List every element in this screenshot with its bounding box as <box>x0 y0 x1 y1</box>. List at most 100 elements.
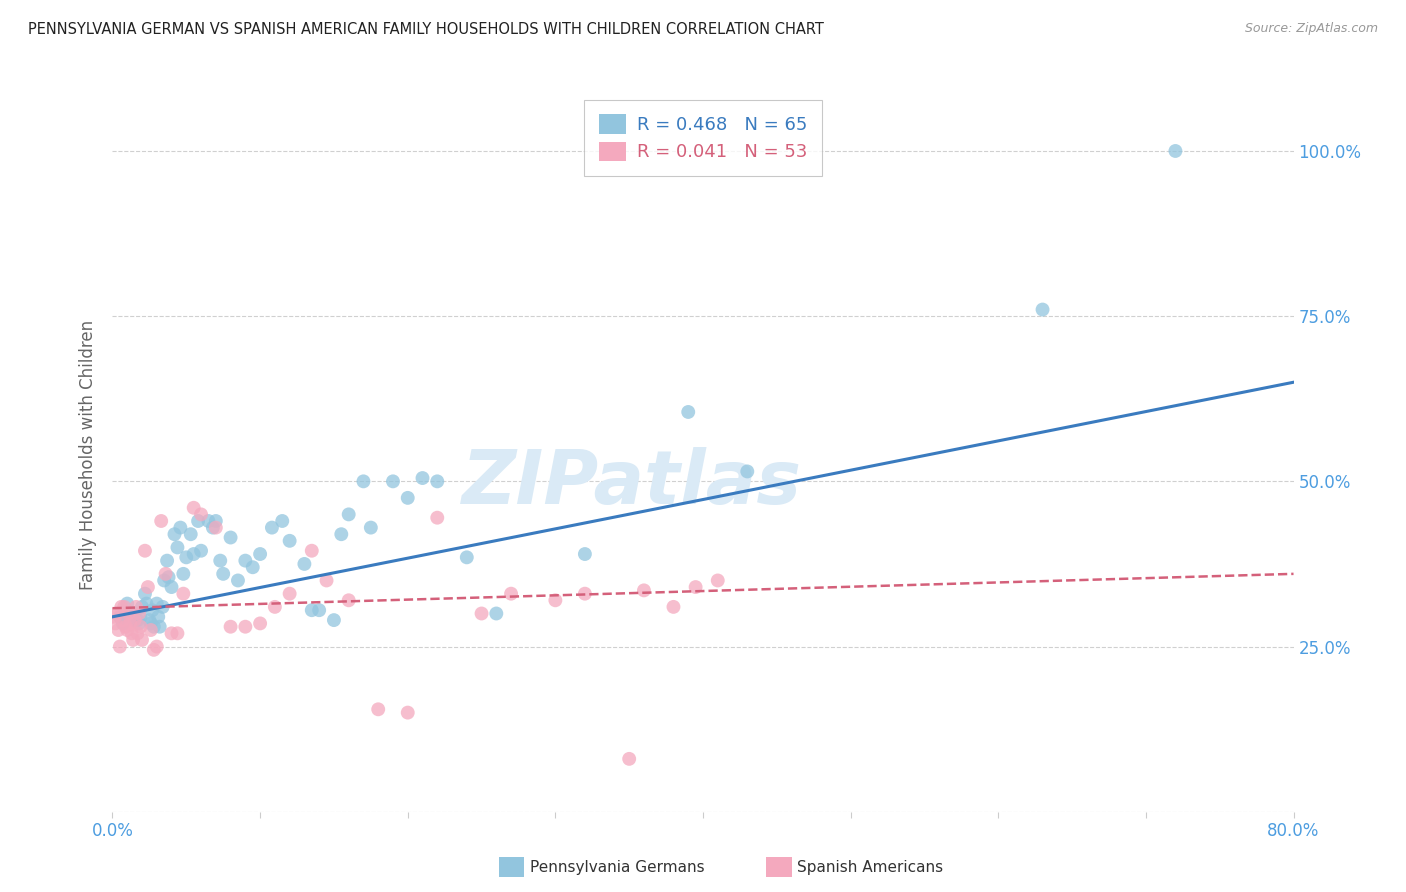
Point <box>737 465 759 479</box>
Point <box>142 643 165 657</box>
Point <box>148 609 170 624</box>
Point <box>103 609 125 624</box>
Point <box>271 514 294 528</box>
Point <box>242 560 264 574</box>
Text: ZIPatlas: ZIPatlas <box>463 447 803 520</box>
Point <box>396 706 419 720</box>
Point <box>174 550 197 565</box>
Point <box>574 587 596 601</box>
Point <box>160 580 183 594</box>
Point <box>128 616 150 631</box>
Point <box>292 557 315 571</box>
Point <box>226 574 249 588</box>
Point <box>117 597 138 611</box>
Point <box>249 616 271 631</box>
Point <box>149 620 172 634</box>
Point <box>219 620 242 634</box>
Point <box>197 514 219 528</box>
Point <box>180 527 202 541</box>
Point <box>120 616 142 631</box>
Point <box>411 471 433 485</box>
Point <box>544 593 567 607</box>
Point <box>396 491 419 505</box>
Point <box>190 543 212 558</box>
Point <box>111 616 134 631</box>
Point <box>315 574 337 588</box>
Point <box>127 626 149 640</box>
Point <box>139 623 162 637</box>
Y-axis label: Family Households with Children: Family Households with Children <box>79 320 97 590</box>
Legend: R = 0.468   N = 65, R = 0.041   N = 53: R = 0.468 N = 65, R = 0.041 N = 53 <box>585 100 821 176</box>
Point <box>110 599 132 614</box>
Point <box>112 599 135 614</box>
Point <box>155 566 177 581</box>
Point <box>485 607 508 621</box>
Point <box>260 520 283 534</box>
Point <box>163 527 186 541</box>
Point <box>131 599 153 614</box>
Point <box>323 613 346 627</box>
Point <box>209 554 232 568</box>
Point <box>134 587 156 601</box>
Point <box>124 607 146 621</box>
Point <box>301 543 323 558</box>
Point <box>128 607 150 621</box>
Point <box>139 616 162 631</box>
Point <box>685 580 707 594</box>
Point <box>160 626 183 640</box>
Point <box>264 599 287 614</box>
Point <box>108 609 131 624</box>
Point <box>619 752 641 766</box>
Point <box>146 597 169 611</box>
Point <box>129 609 152 624</box>
Point <box>360 520 382 534</box>
Point <box>212 566 235 581</box>
Point <box>190 508 212 522</box>
Text: Pennsylvania Germans: Pennsylvania Germans <box>530 860 704 874</box>
Point <box>426 475 449 489</box>
Point <box>382 475 405 489</box>
Point <box>146 640 169 654</box>
Point <box>111 613 134 627</box>
Point <box>426 510 449 524</box>
Point <box>470 607 494 621</box>
Point <box>125 599 148 614</box>
Point <box>157 570 180 584</box>
Point <box>172 566 194 581</box>
Point <box>131 632 153 647</box>
Point <box>121 626 143 640</box>
Point <box>352 475 374 489</box>
Point <box>141 603 163 617</box>
Point <box>1164 144 1187 158</box>
Point <box>156 554 179 568</box>
Point <box>633 583 655 598</box>
Point <box>205 514 228 528</box>
Point <box>129 620 152 634</box>
Point <box>278 587 301 601</box>
Point <box>166 626 188 640</box>
Point <box>233 620 256 634</box>
Point <box>134 543 156 558</box>
Point <box>337 593 360 607</box>
Point <box>135 597 157 611</box>
Point <box>127 613 149 627</box>
Point <box>337 508 360 522</box>
Point <box>678 405 700 419</box>
Point <box>456 550 478 565</box>
Point <box>114 620 136 634</box>
Point <box>104 616 127 631</box>
Point <box>301 603 323 617</box>
Point <box>219 531 242 545</box>
Text: Spanish Americans: Spanish Americans <box>797 860 943 874</box>
Point <box>367 702 389 716</box>
Point <box>108 640 131 654</box>
Point <box>308 603 330 617</box>
Point <box>150 514 173 528</box>
Point <box>183 500 205 515</box>
Point <box>172 587 194 601</box>
Point <box>105 607 128 621</box>
Point <box>278 533 301 548</box>
Point <box>107 623 129 637</box>
Point <box>501 587 523 601</box>
Point <box>330 527 353 541</box>
